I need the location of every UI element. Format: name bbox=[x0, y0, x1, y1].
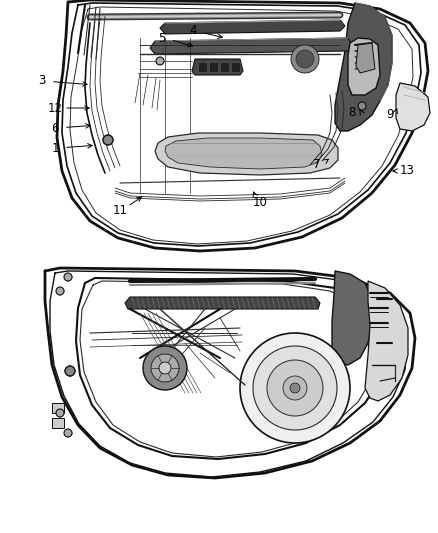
Text: 7: 7 bbox=[313, 158, 321, 172]
Circle shape bbox=[296, 50, 314, 68]
Text: 12: 12 bbox=[47, 101, 63, 115]
Text: 10: 10 bbox=[253, 197, 268, 209]
Circle shape bbox=[240, 333, 350, 443]
Polygon shape bbox=[348, 38, 380, 95]
Text: 3: 3 bbox=[38, 75, 46, 87]
Circle shape bbox=[267, 360, 323, 416]
Polygon shape bbox=[155, 133, 338, 175]
Circle shape bbox=[291, 45, 319, 73]
Text: 9: 9 bbox=[386, 109, 394, 122]
Text: 5: 5 bbox=[158, 31, 166, 44]
Polygon shape bbox=[165, 138, 322, 169]
Text: 6: 6 bbox=[51, 122, 59, 134]
Text: 4: 4 bbox=[189, 25, 197, 37]
Polygon shape bbox=[220, 62, 229, 72]
Circle shape bbox=[151, 354, 179, 382]
Text: 8: 8 bbox=[348, 107, 356, 119]
Bar bbox=[377, 331, 392, 337]
Polygon shape bbox=[198, 62, 207, 72]
Circle shape bbox=[159, 362, 171, 374]
Bar bbox=[377, 319, 392, 325]
Polygon shape bbox=[160, 20, 345, 34]
Circle shape bbox=[143, 346, 187, 390]
Bar bbox=[52, 403, 64, 413]
Circle shape bbox=[156, 57, 164, 65]
Bar bbox=[377, 307, 392, 313]
Text: 13: 13 bbox=[399, 165, 414, 177]
Polygon shape bbox=[335, 3, 392, 131]
Polygon shape bbox=[150, 38, 352, 54]
Polygon shape bbox=[192, 59, 243, 75]
Circle shape bbox=[358, 102, 366, 110]
Polygon shape bbox=[365, 281, 408, 401]
Polygon shape bbox=[125, 297, 320, 309]
Text: 1: 1 bbox=[51, 141, 59, 155]
Polygon shape bbox=[209, 62, 218, 72]
Polygon shape bbox=[231, 62, 240, 72]
Circle shape bbox=[64, 429, 72, 437]
Circle shape bbox=[56, 287, 64, 295]
Circle shape bbox=[64, 273, 72, 281]
Bar bbox=[52, 418, 64, 428]
Circle shape bbox=[56, 409, 64, 417]
Circle shape bbox=[283, 376, 307, 400]
Polygon shape bbox=[356, 43, 375, 73]
Circle shape bbox=[65, 366, 75, 376]
Text: 11: 11 bbox=[113, 204, 127, 216]
Circle shape bbox=[253, 346, 337, 430]
Polygon shape bbox=[396, 83, 430, 131]
Polygon shape bbox=[332, 271, 372, 365]
Circle shape bbox=[290, 383, 300, 393]
Circle shape bbox=[103, 135, 113, 145]
